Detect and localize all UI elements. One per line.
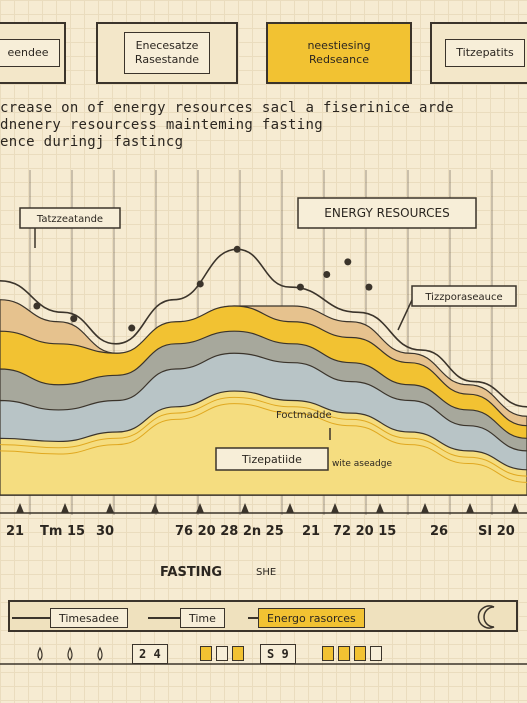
peak-marker <box>70 315 78 323</box>
legend-line-3 <box>248 617 260 619</box>
top-card-4-label: Titzepatits <box>445 38 525 68</box>
annotation-footnote: Foctmadde <box>276 410 332 421</box>
counter-1-value: 2 4 <box>139 647 161 661</box>
peak-marker <box>323 271 331 278</box>
area-series-5 <box>0 390 527 496</box>
legend-line-1 <box>12 617 52 619</box>
x-tick-label: Tm 15 <box>40 524 86 539</box>
peak-marker <box>33 302 41 310</box>
axis-tick <box>511 503 519 513</box>
counter-2-value: S 9 <box>267 647 289 661</box>
arrow-right <box>397 299 413 331</box>
peak-marker <box>128 324 136 332</box>
segment-3 <box>232 646 244 661</box>
axis-tick <box>286 503 294 513</box>
x-tick-label: 21 <box>6 524 25 539</box>
energy-chart: Tatzzeatande ENERGY RESOURCES Tizzporaseau… <box>0 170 527 515</box>
top-card-1[interactable]: eendee <box>0 22 66 84</box>
legend-item-energy-label: Energo rasorces <box>267 611 356 625</box>
peak-marker <box>196 280 204 288</box>
x-tick-label: SI 20 <box>478 524 515 539</box>
axis-tick <box>151 503 159 513</box>
axis-tick <box>376 503 384 513</box>
x-tick-label: 72 20 15 <box>333 524 397 539</box>
x-tick-label: 21 <box>302 524 321 539</box>
annotation-right: Tizzporaseauce <box>424 292 502 303</box>
legend-item-energy[interactable]: Energo rasorces <box>258 608 365 628</box>
counter-2: S 9 <box>260 644 296 664</box>
axis-tick <box>331 503 339 513</box>
annotation-energy-resources-box <box>297 197 477 229</box>
x-tick-labels: 21 Tm 15 30 76 20 28 2n 25 21 72 20 15 26 SI 20 <box>0 524 527 546</box>
top-card-3[interactable]: neestiesing Redseance <box>266 22 412 84</box>
peak-marker <box>365 283 373 291</box>
top-card-2-label: Enecesatze Rasestande <box>123 31 211 75</box>
axis-tick <box>466 503 474 513</box>
bottom-strip-drops <box>0 646 527 665</box>
counter-1: 2 4 <box>132 644 168 664</box>
axis-tick <box>61 503 69 513</box>
axis-tick <box>196 503 204 513</box>
legend-bar: Timesadee Time Energo rasorces <box>8 600 518 632</box>
top-card-4[interactable]: Titzepatits <box>430 22 527 84</box>
headline: crease on of energy resources sacl a fis… <box>0 100 527 151</box>
peak-marker <box>233 245 241 253</box>
headline-line-3: ence duringj fastincg <box>0 134 184 150</box>
legend-item-timesadee-label: Timesadee <box>59 611 119 625</box>
annotation-wite: wite aseadge <box>332 459 392 469</box>
x-tick-label: 26 <box>430 524 449 539</box>
top-card-2[interactable]: Enecesatze Rasestande <box>96 22 238 84</box>
annotation-energy-resources: ENERGY RESOURCES <box>324 206 449 220</box>
axis-tick <box>421 503 429 513</box>
x-axis-label: FASTING <box>160 565 223 580</box>
segment-4 <box>322 646 334 661</box>
segment-2 <box>216 646 228 661</box>
legend-item-time[interactable]: Time <box>180 608 225 628</box>
legend-item-time-label: Time <box>189 611 216 625</box>
peak-outline <box>0 248 527 408</box>
annotation-tizepatide: Tizepatiide <box>241 453 302 466</box>
segment-7 <box>370 646 382 661</box>
inner-line-1 <box>0 396 527 477</box>
headline-line-1: crease on of energy resources sacl a fis… <box>0 100 454 116</box>
top-cards-row: eendee Enecesatze Rasestande neestiesing… <box>0 0 527 95</box>
x-tick-label: 76 20 28 2n 25 <box>175 524 284 539</box>
peak-marker <box>344 258 352 266</box>
top-card-1-label: eendee <box>0 38 60 68</box>
x-tick-label: 30 <box>96 524 115 539</box>
annotation-tizepatide-box <box>215 447 329 471</box>
annotation-right-box <box>411 285 517 307</box>
axis-tick <box>241 503 249 513</box>
top-card-3-label: neestiesing Redseance <box>307 38 371 66</box>
inner-line-2 <box>0 403 527 483</box>
segment-1 <box>200 646 212 661</box>
segment-5 <box>338 646 350 661</box>
peak-marker <box>296 283 304 291</box>
axis-tick <box>106 503 114 513</box>
axis-tick <box>16 503 24 513</box>
annotation-top-left-box <box>19 207 121 229</box>
annotation-top-left: Tatzzeatande <box>36 214 103 225</box>
legend-item-timesadee[interactable]: Timesadee <box>50 608 128 628</box>
legend-line-2 <box>148 617 188 619</box>
headline-line-2: dnenery resourcess mainteming fasting <box>0 117 323 133</box>
segment-6 <box>354 646 366 661</box>
moon-icon <box>477 605 495 629</box>
x-axis-secondary-label: SHE <box>256 567 277 578</box>
